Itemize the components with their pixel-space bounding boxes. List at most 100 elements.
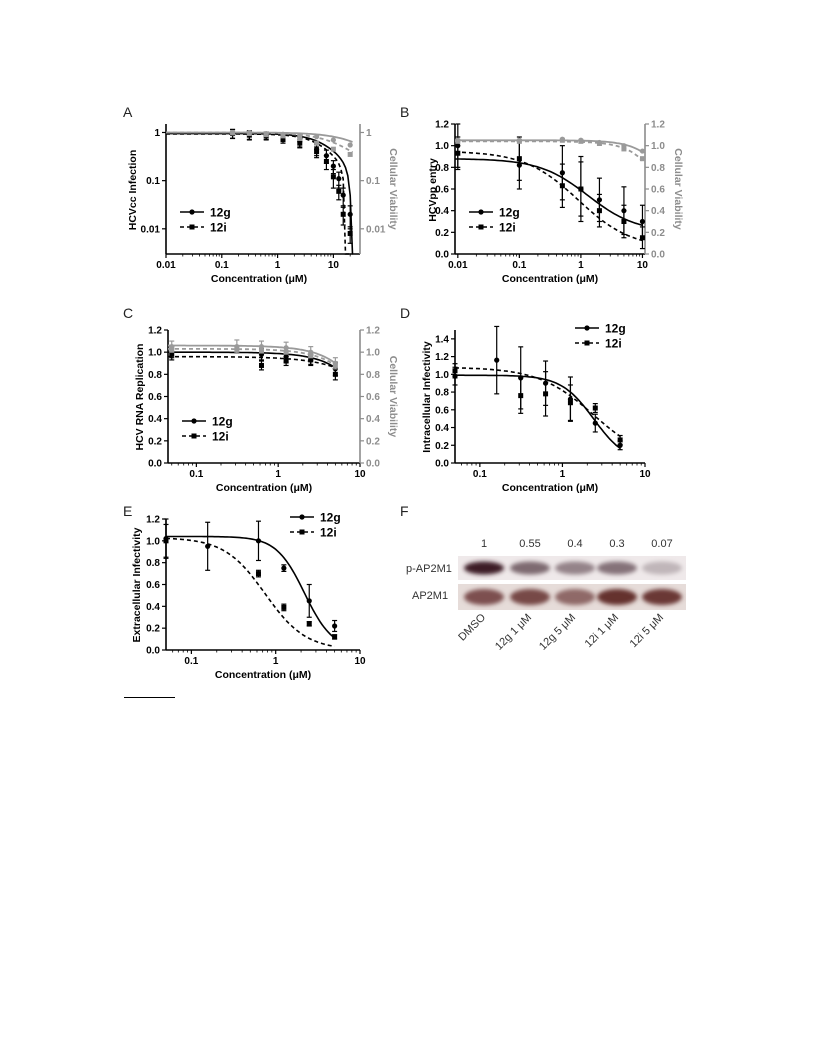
legend-marker-12i bbox=[478, 224, 484, 230]
y-tick-label: 1.0 bbox=[435, 141, 449, 152]
lane-label-12i-5um: 12i 5 μM bbox=[628, 612, 666, 650]
data-point bbox=[639, 218, 646, 225]
data-point bbox=[336, 188, 342, 194]
data-point bbox=[258, 362, 264, 368]
y2-tick-label: 0.0 bbox=[366, 459, 380, 470]
data-point bbox=[258, 344, 265, 350]
data-point bbox=[639, 156, 645, 162]
data-point bbox=[639, 148, 646, 154]
y2-tick-label: 0.8 bbox=[366, 370, 380, 381]
data-point bbox=[332, 634, 338, 640]
blot-band-p-ap2m1-2 bbox=[510, 561, 550, 575]
y-tick-label: 0.2 bbox=[148, 436, 162, 447]
y-tick-label: 0.4 bbox=[435, 206, 449, 217]
y-axis-title: HCVcc Infection bbox=[127, 150, 139, 231]
legend-label-12i: 12i bbox=[605, 337, 622, 351]
legend-label-12i: 12i bbox=[212, 430, 229, 444]
data-point bbox=[592, 420, 598, 426]
legend-label-12g: 12g bbox=[210, 206, 231, 220]
data-point bbox=[592, 405, 598, 411]
data-point bbox=[246, 131, 252, 137]
y2-tick-label: 1.0 bbox=[651, 141, 665, 152]
data-point bbox=[332, 362, 338, 368]
data-point bbox=[347, 151, 353, 157]
y2-tick-label: 0.6 bbox=[651, 185, 665, 196]
data-point bbox=[639, 235, 645, 241]
y-axis-title: HCV RNA Replication bbox=[134, 344, 146, 451]
data-point bbox=[621, 146, 627, 152]
data-point bbox=[163, 538, 169, 544]
x-axis-title: Concentration (μM) bbox=[216, 482, 312, 494]
y2-tick-label: 0.8 bbox=[651, 163, 665, 174]
legend-label-12i: 12i bbox=[320, 526, 337, 540]
blot-ratio-2: 0.55 bbox=[519, 538, 540, 550]
x-tick-label: 10 bbox=[639, 469, 651, 480]
y-axis-title: Extracellular Infectivity bbox=[131, 527, 143, 642]
y2-tick-label: 0.6 bbox=[366, 392, 380, 403]
viability-curve-dashed bbox=[166, 131, 353, 154]
legend-label-12g: 12g bbox=[320, 511, 341, 525]
data-point bbox=[347, 211, 353, 217]
y-tick-label: 0.1 bbox=[146, 176, 160, 187]
legend-marker-12g bbox=[478, 209, 484, 215]
y2-tick-label: 0.1 bbox=[366, 176, 380, 187]
legend-label-12g: 12g bbox=[212, 415, 233, 429]
data-point bbox=[332, 623, 338, 629]
legend-marker-12g bbox=[584, 325, 590, 331]
blot-ratio-1: 1 bbox=[481, 538, 487, 550]
y2-tick-label: 0.4 bbox=[651, 206, 665, 217]
data-point bbox=[494, 357, 500, 363]
x-tick-label: 0.1 bbox=[512, 260, 526, 271]
blot-band-ap2m1-1 bbox=[464, 589, 504, 605]
data-point bbox=[280, 133, 286, 139]
x-tick-label: 1 bbox=[578, 260, 584, 271]
y-axis-title: Intracellular Infectivity bbox=[421, 341, 433, 453]
panel-letter-a: A bbox=[123, 104, 133, 120]
chart-panel-c: 0.1 1 100.00.20.40.60.81.01.20.00.20.40.60… bbox=[134, 326, 399, 495]
curve-12i bbox=[166, 133, 353, 255]
y-tick-label: 0.8 bbox=[148, 370, 162, 381]
y-tick-label: 0.0 bbox=[146, 646, 160, 657]
blot-band-p-ap2m1-5 bbox=[642, 561, 682, 575]
y-tick-label: 0.8 bbox=[435, 163, 449, 174]
data-point bbox=[314, 149, 320, 155]
blot-bands bbox=[464, 561, 682, 605]
data-point bbox=[169, 351, 175, 357]
y2-axis-title: Cellular Viability bbox=[387, 356, 399, 438]
x-tick-label: 10 bbox=[637, 260, 649, 271]
data-point bbox=[340, 211, 346, 217]
blot-band-p-ap2m1-3 bbox=[555, 561, 595, 575]
data-point bbox=[258, 348, 264, 354]
blot-ratio-3: 0.4 bbox=[567, 538, 582, 550]
lane-label-dmso: DMSO bbox=[456, 611, 488, 643]
data-point bbox=[306, 598, 312, 604]
x-tick-label: 1 bbox=[275, 260, 281, 271]
legend-label-12i: 12i bbox=[210, 221, 227, 235]
viability-curve-solid bbox=[455, 139, 643, 153]
data-point bbox=[308, 357, 314, 363]
chart-panel-a: 0.01 0.1 1 10 0.01 0.1 1 0.01 0.1 1 Cellular Viabi… bbox=[127, 124, 399, 285]
viability-curve-solid bbox=[168, 344, 336, 365]
data-point bbox=[169, 347, 175, 353]
y2-tick-label: 0.2 bbox=[651, 228, 665, 239]
legend-label-12i: 12i bbox=[499, 221, 516, 235]
blot-ratio-5: 0.07 bbox=[651, 538, 672, 550]
data-point bbox=[559, 183, 565, 189]
data-point bbox=[336, 176, 342, 182]
panel-letter-c: C bbox=[123, 305, 133, 321]
data-point bbox=[297, 135, 303, 141]
data-point bbox=[516, 138, 522, 144]
data-point bbox=[306, 621, 312, 627]
data-point bbox=[617, 437, 623, 443]
data-point bbox=[596, 141, 602, 146]
y2-axis-title: Cellular Viability bbox=[387, 148, 399, 230]
x-axis-title: Concentration (μM) bbox=[211, 273, 307, 285]
y-tick-label: 0.0 bbox=[435, 459, 449, 470]
curve-12i bbox=[165, 537, 335, 648]
y-tick-label: 0.2 bbox=[146, 624, 160, 635]
y-tick-label: 0.6 bbox=[146, 580, 160, 591]
data-point bbox=[330, 174, 336, 180]
data-point bbox=[255, 571, 261, 577]
